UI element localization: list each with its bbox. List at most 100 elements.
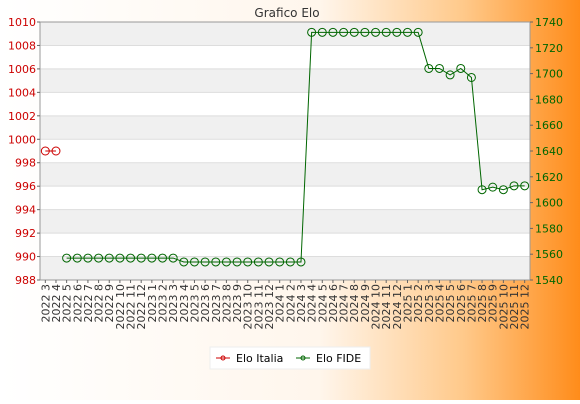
data-point [381,27,391,37]
legend-marker [300,355,306,361]
right-tick-label: 1620 [535,171,563,184]
x-tick-label: 2023 1 [146,284,159,323]
x-tick-label: 2024 1 [274,284,287,323]
x-tick-label: 2023 5 [188,284,201,323]
data-point [424,63,434,73]
data-point [307,27,317,37]
data-point [72,253,82,263]
legend-marker [220,355,226,361]
data-point [158,253,167,263]
left-tick-label: 988 [15,274,36,287]
plot-band [40,162,530,187]
plot-area [40,22,530,280]
x-tick-label: 2025 4 [433,284,446,323]
data-point [328,27,338,37]
x-tick-label: 2025 7 [465,284,478,323]
x-tick-label: 2023 10 [242,284,255,330]
legend-item: Elo FIDE [296,352,361,365]
data-point [296,257,306,267]
left-tick-label: 1010 [8,16,36,29]
left-axis: 988 990 992 994 996 998 1000 1002 1004 1006 1008 10… [8,16,40,287]
data-point [232,257,242,267]
series [40,27,530,267]
data-point [179,257,189,267]
plot-band [40,22,530,46]
x-tick-label: 2025 5 [444,284,457,323]
data-point [243,257,253,267]
data-point [40,146,50,156]
data-point [115,253,125,263]
data-point [509,181,519,191]
left-tick-label: 994 [15,204,36,217]
x-tick-label: 2024 7 [338,284,351,323]
left-tick-label: 1004 [8,86,36,99]
x-tick-label: 2025 8 [476,284,489,323]
data-point [62,253,72,263]
legend-label: Elo FIDE [316,352,361,365]
x-tick-label: 2023 2 [157,284,170,323]
x-tick-label: 2024 9 [359,284,372,323]
x-tick-label: 2022 3 [39,284,52,323]
data-point [488,182,498,192]
x-tick-label: 2024 3 [295,284,308,323]
plot-band [40,256,530,280]
data-point [104,253,114,263]
x-tick-label: 2022 8 [93,284,106,323]
data-point [466,72,476,82]
x-tick-label: 2025 12 [519,284,532,330]
x-tick-label: 2023 3 [167,284,180,323]
x-tick-label: 2023 6 [199,284,212,323]
data-point [285,257,295,267]
x-tick-label: 2024 6 [327,284,340,323]
data-point [200,257,210,267]
x-tick-label: 2025 10 [497,284,510,330]
x-tick-label: 2022 9 [103,284,116,323]
x-tick-label: 2023 9 [231,284,244,323]
x-tick-label: 2023 7 [210,284,223,323]
data-point [445,70,455,80]
left-tick-label: 998 [15,157,36,170]
series-elo-italia [40,146,61,156]
x-tick-label: 2024 5 [316,284,329,323]
data-point [83,253,93,263]
data-point [147,253,157,263]
data-point [275,257,285,267]
plot-band [40,209,530,234]
data-point [168,253,178,263]
right-axis: 1540 1560 1580 1600 1620 1640 1660 1680 1700 1720… [530,16,563,287]
right-tick-label: 1680 [535,93,563,106]
x-tick-label: 2023 12 [263,284,276,330]
x-tick-label: 2025 2 [412,284,425,323]
x-tick-label: 2025 9 [487,284,500,323]
data-point [51,146,61,156]
x-tick-label: 2022 5 [61,284,74,323]
data-point [264,257,274,267]
data-point [221,257,231,267]
data-point [456,63,466,73]
data-point [253,257,263,267]
left-tick-label: 1002 [8,110,36,123]
x-tick-label: 2022 4 [50,284,63,323]
x-tick-label: 2024 10 [370,284,383,330]
data-point [371,27,381,37]
data-point [136,253,146,263]
x-tick-label: 2024 4 [306,284,319,323]
legend-item: Elo Italia [216,352,283,365]
x-tick-label: 2022 12 [135,284,148,330]
legend-box [209,346,371,370]
x-tick-label: 2025 1 [402,284,415,323]
x-tick-label: 2022 7 [82,284,95,323]
data-point [349,27,359,37]
left-tick-label: 992 [15,227,36,240]
data-point [317,27,327,37]
left-tick-label: 1006 [8,63,36,76]
right-tick-label: 1660 [535,119,563,132]
plot-band [40,115,530,140]
left-tick-label: 1000 [8,133,36,146]
chart-title: Grafico Elo [254,6,319,20]
x-tick-label: 2025 6 [455,284,468,323]
left-tick-label: 996 [15,180,36,193]
